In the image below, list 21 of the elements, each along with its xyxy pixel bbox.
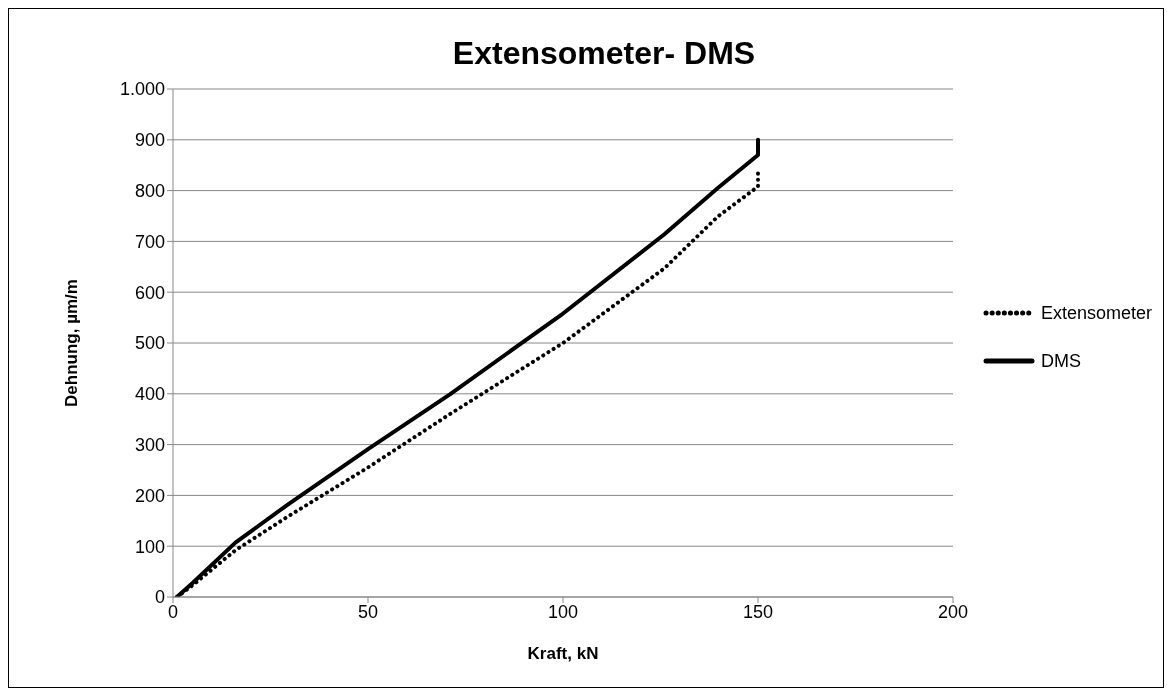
y-tick-label: 900 bbox=[134, 130, 165, 151]
x-tick-label: 200 bbox=[937, 601, 969, 622]
y-tick-label: 200 bbox=[134, 485, 165, 506]
y-tick-label: 500 bbox=[134, 333, 165, 354]
x-axis-title: Kraft, kN bbox=[527, 644, 599, 663]
y-tick-label: 600 bbox=[134, 282, 165, 303]
y-axis-title: Dehnung, µm/m bbox=[62, 279, 82, 407]
legend-label: Extensometer bbox=[1041, 302, 1153, 324]
legend-label: DMS bbox=[1041, 350, 1081, 372]
chart-title: Extensometer- DMS bbox=[452, 35, 756, 71]
y-tick-label: 700 bbox=[134, 231, 165, 252]
y-tick-label: 300 bbox=[134, 434, 165, 455]
x-tick-label: 50 bbox=[357, 601, 379, 622]
x-tick-label: 0 bbox=[167, 601, 179, 622]
x-tick-label: 100 bbox=[547, 601, 579, 622]
y-tick-label: 100 bbox=[134, 536, 165, 557]
y-tick-label: 800 bbox=[134, 180, 165, 201]
y-tick-label: 0 bbox=[154, 587, 165, 608]
x-tick-label: 150 bbox=[742, 601, 774, 622]
y-tick-label: 400 bbox=[134, 384, 165, 405]
y-tick-label: 1.000 bbox=[119, 79, 165, 100]
